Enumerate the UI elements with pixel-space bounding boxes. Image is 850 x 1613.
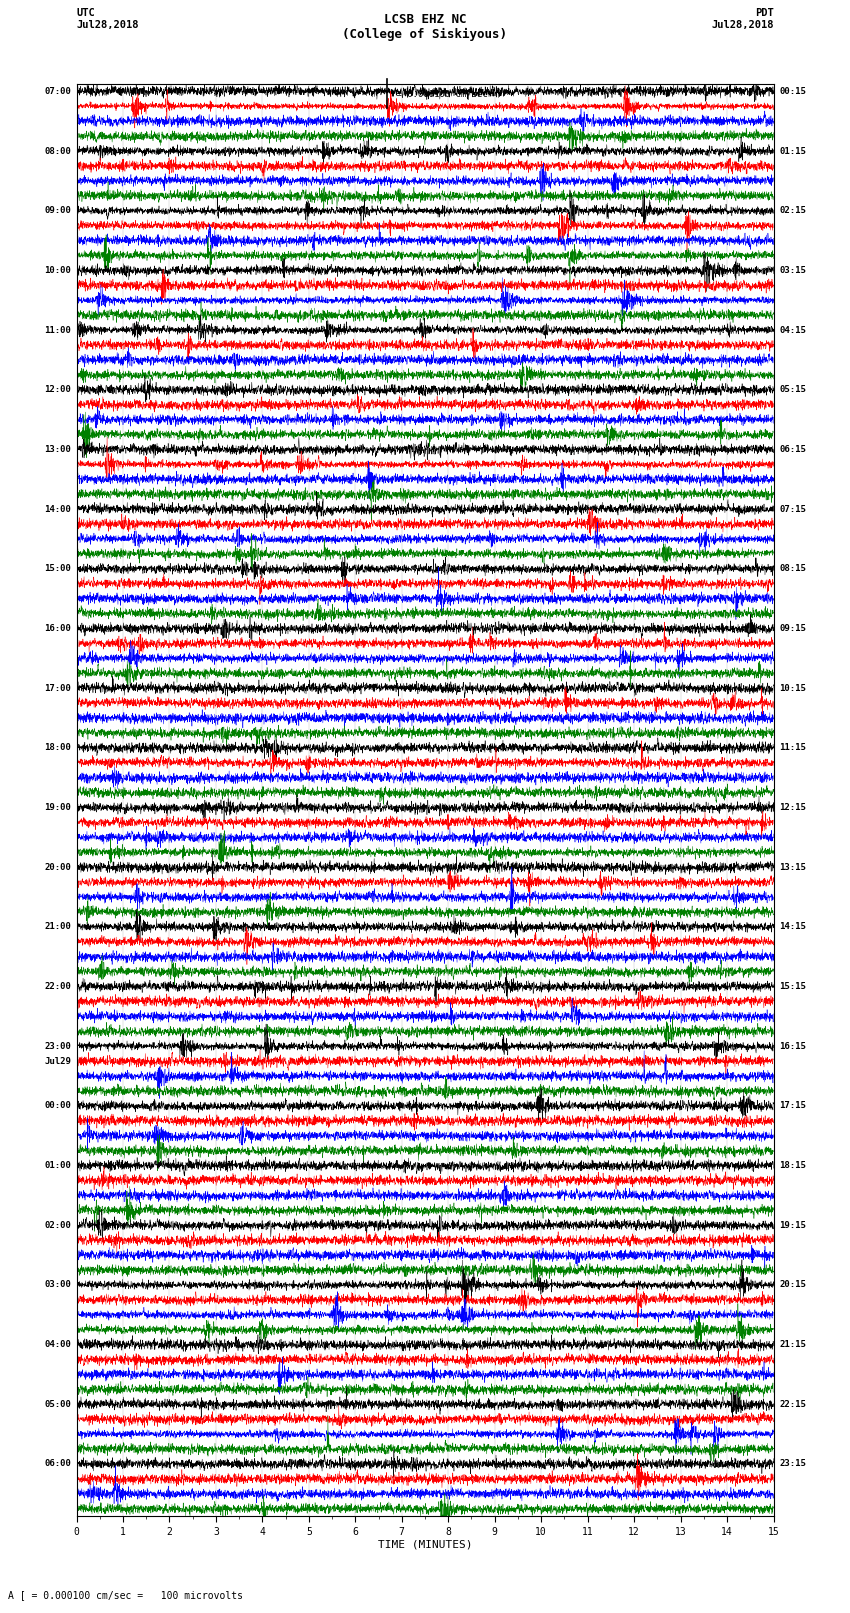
Text: 08:00: 08:00 — [44, 147, 71, 155]
Text: 07:00: 07:00 — [44, 87, 71, 95]
Text: 12:15: 12:15 — [779, 803, 806, 811]
Text: 04:15: 04:15 — [779, 326, 806, 334]
Text: 00:15: 00:15 — [779, 87, 806, 95]
Text: 10:00: 10:00 — [44, 266, 71, 274]
Text: 22:00: 22:00 — [44, 982, 71, 990]
X-axis label: TIME (MINUTES): TIME (MINUTES) — [377, 1539, 473, 1550]
Text: 11:00: 11:00 — [44, 326, 71, 334]
Text: 02:15: 02:15 — [779, 206, 806, 215]
Text: A [ = 0.000100 cm/sec =   100 microvolts: A [ = 0.000100 cm/sec = 100 microvolts — [8, 1590, 243, 1600]
Text: 13:00: 13:00 — [44, 445, 71, 453]
Text: 11:15: 11:15 — [779, 744, 806, 752]
Text: 07:15: 07:15 — [779, 505, 806, 513]
Text: 22:15: 22:15 — [779, 1400, 806, 1408]
Text: 16:15: 16:15 — [779, 1042, 806, 1050]
Text: 18:15: 18:15 — [779, 1161, 806, 1169]
Text: 14:15: 14:15 — [779, 923, 806, 931]
Text: 17:00: 17:00 — [44, 684, 71, 692]
Text: PDT
Jul28,2018: PDT Jul28,2018 — [711, 8, 774, 31]
Text: 01:00: 01:00 — [44, 1161, 71, 1169]
Text: 23:15: 23:15 — [779, 1460, 806, 1468]
Text: 20:00: 20:00 — [44, 863, 71, 871]
Text: 08:15: 08:15 — [779, 565, 806, 573]
Text: 12:00: 12:00 — [44, 386, 71, 394]
Text: 15:00: 15:00 — [44, 565, 71, 573]
Text: 16:00: 16:00 — [44, 624, 71, 632]
Text: 03:00: 03:00 — [44, 1281, 71, 1289]
Text: 23:00: 23:00 — [44, 1042, 71, 1050]
Text: 14:00: 14:00 — [44, 505, 71, 513]
Text: 17:15: 17:15 — [779, 1102, 806, 1110]
Text: 05:00: 05:00 — [44, 1400, 71, 1408]
Text: 09:00: 09:00 — [44, 206, 71, 215]
Text: Jul29: Jul29 — [44, 1057, 71, 1066]
Text: 05:15: 05:15 — [779, 386, 806, 394]
Text: 19:15: 19:15 — [779, 1221, 806, 1229]
Text: 03:15: 03:15 — [779, 266, 806, 274]
Text: = 0.000100 cm/sec: = 0.000100 cm/sec — [391, 89, 488, 98]
Text: 10:15: 10:15 — [779, 684, 806, 692]
Text: 06:15: 06:15 — [779, 445, 806, 453]
Text: 00:00: 00:00 — [44, 1102, 71, 1110]
Text: 21:00: 21:00 — [44, 923, 71, 931]
Text: 04:00: 04:00 — [44, 1340, 71, 1348]
Text: 20:15: 20:15 — [779, 1281, 806, 1289]
Text: 06:00: 06:00 — [44, 1460, 71, 1468]
Text: 13:15: 13:15 — [779, 863, 806, 871]
Text: 21:15: 21:15 — [779, 1340, 806, 1348]
Text: 19:00: 19:00 — [44, 803, 71, 811]
Text: 09:15: 09:15 — [779, 624, 806, 632]
Text: 01:15: 01:15 — [779, 147, 806, 155]
Text: LCSB EHZ NC
(College of Siskiyous): LCSB EHZ NC (College of Siskiyous) — [343, 13, 507, 40]
Text: 02:00: 02:00 — [44, 1221, 71, 1229]
Text: 18:00: 18:00 — [44, 744, 71, 752]
Text: UTC
Jul28,2018: UTC Jul28,2018 — [76, 8, 139, 31]
Text: 15:15: 15:15 — [779, 982, 806, 990]
